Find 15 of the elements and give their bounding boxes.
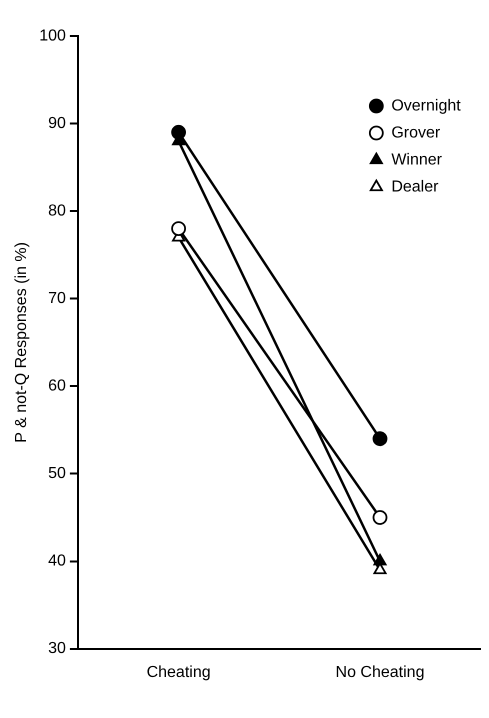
y-tick-label: 70 [48,290,66,308]
y-axis-title: P & not-Q Responses (in %) [13,242,30,443]
y-tick-label: 90 [48,114,66,132]
legend-label: Winner [391,151,443,168]
legend-label: Overnight [391,97,462,114]
legend-label: Grover [391,124,441,142]
y-tick-label: 30 [48,640,66,658]
y-tick-label: 80 [48,202,66,220]
legend-label: Dealer [391,178,440,196]
x-tick-label: No Cheating [336,664,424,681]
y-tick-label: 40 [48,552,66,570]
y-tick-label: 100 [39,27,66,44]
y-tick-label: 60 [48,378,66,395]
x-tick-label: Cheating [146,664,211,681]
y-tick-label: 50 [48,465,66,482]
